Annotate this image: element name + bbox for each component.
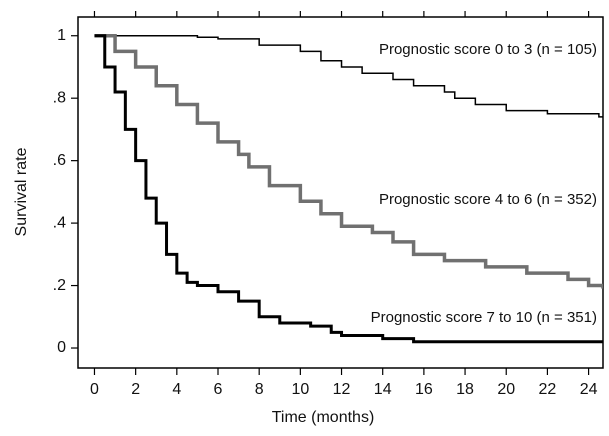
series-label: Prognostic score 0 to 3 (n = 105) <box>379 41 597 58</box>
x-tick-label: 8 <box>255 381 264 398</box>
x-tick-label: 2 <box>131 381 140 398</box>
x-tick-label: 16 <box>415 381 433 398</box>
x-tick-label: 4 <box>172 381 181 398</box>
x-tick-label: 22 <box>539 381 557 398</box>
x-tick-label: 18 <box>456 381 474 398</box>
x-axis-label: Time (months) <box>272 409 375 426</box>
y-tick-label: .4 <box>53 214 66 231</box>
plot-frame <box>77 16 604 369</box>
x-tick-label: 6 <box>214 381 223 398</box>
series-label: Prognostic score 7 to 10 (n = 351) <box>371 309 597 326</box>
survival-curve <box>94 33 603 289</box>
y-axis-label: Survival rate <box>13 147 30 236</box>
x-tick-label: 12 <box>333 381 351 398</box>
x-tick-label: 0 <box>90 381 99 398</box>
y-tick-label: 0 <box>57 339 66 356</box>
x-tick-label: 10 <box>291 381 309 398</box>
x-tick-label: 14 <box>374 381 392 398</box>
series-label: Prognostic score 4 to 6 (n = 352) <box>379 191 597 208</box>
survival-curve <box>94 34 603 344</box>
y-tick-label: .8 <box>53 89 66 106</box>
y-tick-label: 1 <box>57 27 66 44</box>
survival-curve <box>94 34 603 118</box>
x-tick-label: 20 <box>497 381 515 398</box>
y-tick-label: .2 <box>53 277 66 294</box>
y-tick-label: .6 <box>53 152 66 169</box>
x-tick-label: 24 <box>580 381 598 398</box>
